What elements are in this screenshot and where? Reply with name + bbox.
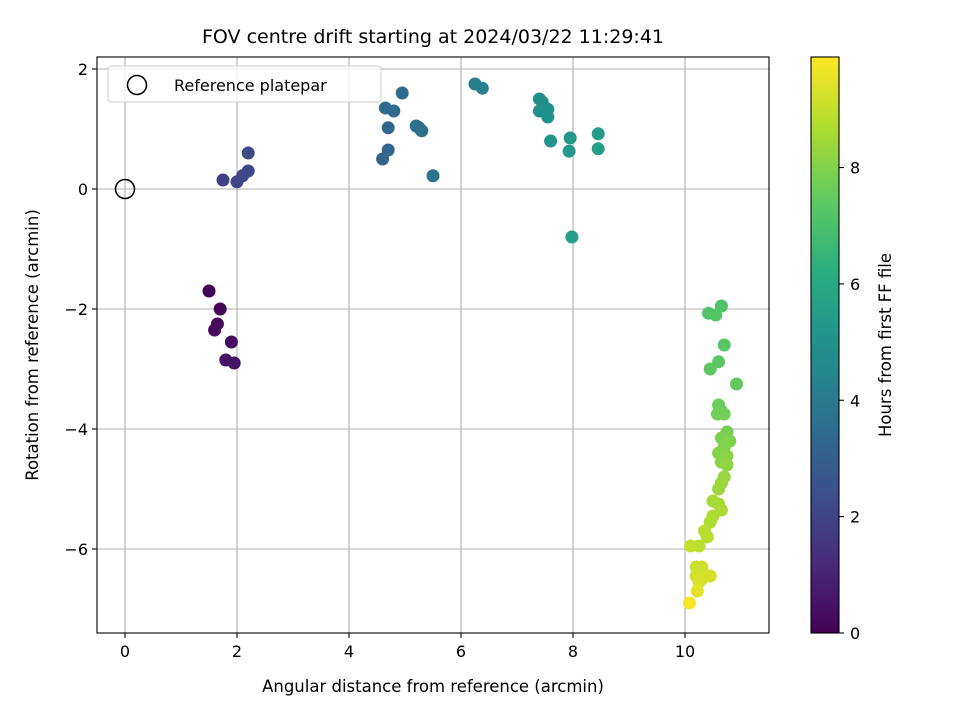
y-tick-label: −2: [64, 300, 88, 319]
data-point: [216, 173, 230, 187]
colorbar-label: Hours from first FF file: [876, 253, 895, 437]
data-points: [202, 77, 744, 610]
x-tick-label: 4: [344, 642, 354, 661]
data-point: [202, 284, 216, 298]
reference-marker-layer: [114, 178, 136, 200]
reference-platepar-marker: [114, 178, 136, 200]
y-tick-label: 2: [78, 60, 88, 79]
colorbar-frame: [810, 56, 840, 634]
data-point: [712, 482, 726, 496]
colorbar-tick-label: 8: [850, 159, 860, 178]
data-point: [591, 127, 605, 141]
data-point: [709, 308, 723, 322]
colorbar-ticks: 0 2 4 6 8: [839, 159, 860, 643]
data-point: [227, 356, 241, 370]
data-point: [241, 146, 255, 160]
x-tick-label: 8: [568, 642, 578, 661]
legend-marker-open-circle: [126, 74, 148, 96]
x-tick-label: 10: [675, 642, 695, 661]
data-point: [565, 230, 579, 244]
legend-label-reference-platepar: Reference platepar: [174, 76, 327, 95]
x-axis-ticks: 0 2 4 6 8 10: [120, 633, 695, 661]
data-point: [387, 104, 401, 118]
data-point: [591, 142, 605, 156]
data-point: [717, 338, 731, 352]
data-point: [241, 164, 255, 178]
colorbar-tick-label: 4: [850, 391, 860, 410]
data-point: [703, 362, 717, 376]
colorbar-tick-label: 0: [850, 624, 860, 643]
data-point: [717, 407, 731, 421]
data-point: [381, 121, 395, 135]
x-tick-label: 0: [120, 642, 130, 661]
data-point: [208, 323, 222, 337]
colorbar-tick-label: 6: [850, 275, 860, 294]
data-point: [541, 110, 555, 124]
x-axis-label: Angular distance from reference (arcmin): [262, 677, 604, 696]
y-tick-label: 0: [78, 180, 88, 199]
y-axis-ticks: −6 −4 −2 0 2: [64, 60, 97, 559]
data-point: [700, 530, 714, 544]
data-point: [381, 143, 395, 157]
plot-frame: [96, 56, 770, 634]
data-point: [213, 302, 227, 316]
data-point: [720, 458, 734, 472]
data-point: [730, 377, 744, 391]
legend-box: [107, 65, 382, 103]
data-point: [684, 539, 698, 553]
data-point: [690, 584, 704, 598]
data-point: [224, 335, 238, 349]
y-tick-label: −6: [64, 540, 88, 559]
y-tick-label: −4: [64, 420, 88, 439]
y-axis-label: Rotation from reference (arcmin): [23, 209, 42, 481]
data-point: [415, 124, 429, 138]
data-point: [475, 81, 489, 95]
colorbar-gradient: [811, 57, 839, 633]
data-point: [426, 169, 440, 183]
data-point: [544, 134, 558, 148]
x-tick-label: 2: [232, 642, 242, 661]
data-point: [562, 144, 576, 158]
data-point: [395, 86, 409, 100]
x-tick-label: 6: [456, 642, 466, 661]
colorbar-tick-label: 2: [850, 508, 860, 527]
grid: [97, 57, 769, 633]
colorbar: 0 2 4 6 8 Hours from first FF file: [810, 56, 895, 643]
data-point: [682, 596, 696, 610]
chart-title: FOV centre drift starting at 2024/03/22 …: [202, 26, 664, 48]
data-point: [563, 131, 577, 145]
legend: Reference platepar: [107, 65, 382, 103]
